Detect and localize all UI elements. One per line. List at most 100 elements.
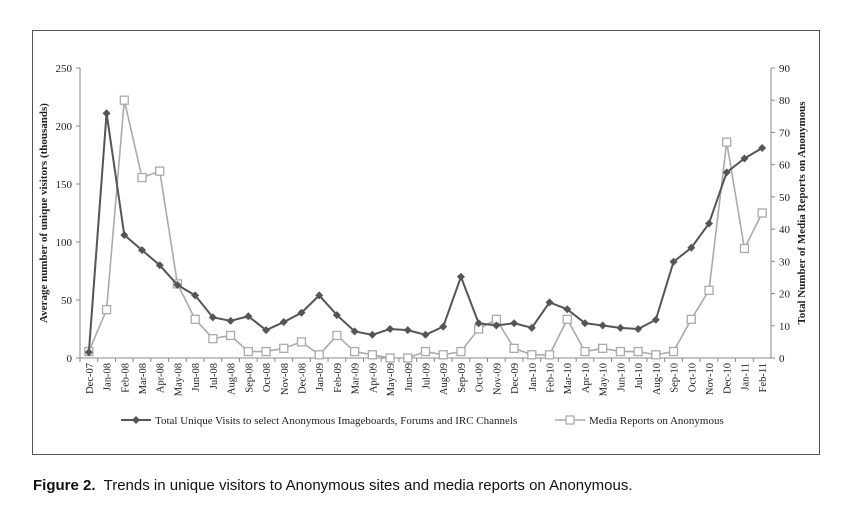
visits-point <box>758 144 767 153</box>
x-tick-label: Jan-08 <box>103 363 114 391</box>
x-tick-label: Sep-08 <box>244 363 255 393</box>
visits-point <box>421 330 430 339</box>
x-tick-label: Feb-08 <box>120 363 131 393</box>
visits-point <box>545 298 554 307</box>
visits-point <box>580 319 589 328</box>
media-point <box>598 343 608 353</box>
visits-point <box>332 311 341 320</box>
visits-point <box>651 315 660 324</box>
legend-media-marker <box>565 415 575 425</box>
x-tick-label: May-10 <box>599 363 610 396</box>
visits-point <box>350 327 359 336</box>
visits-series-line <box>87 113 763 353</box>
media-series-line <box>88 100 763 359</box>
x-tick-label: Nov-10 <box>705 363 716 395</box>
visits-point <box>492 321 501 330</box>
visits-point <box>226 316 235 325</box>
x-tick-label: Mar-09 <box>351 363 362 394</box>
right-tick-label: 0 <box>779 353 785 365</box>
legend-media-label: Media Reports on Anonymous <box>589 415 724 427</box>
visits-point <box>279 318 288 327</box>
x-tick-label: Dec-08 <box>297 363 308 394</box>
visits-point <box>208 313 217 322</box>
media-point <box>580 346 590 357</box>
visits-point <box>262 326 271 335</box>
legend: Total Unique Visits to select Anonymous … <box>121 415 724 427</box>
left-tick-label: 50 <box>61 295 73 307</box>
x-tick-label: Mar-10 <box>563 363 574 394</box>
x-tick-label: Jun-10 <box>616 363 627 392</box>
x-tick-label: Feb-09 <box>333 363 344 393</box>
media-point <box>119 95 129 105</box>
media-point <box>155 166 165 176</box>
legend-visits-label: Total Unique Visits to select Anonymous … <box>155 415 517 427</box>
visits-point <box>315 291 324 300</box>
media-point <box>686 314 696 324</box>
x-tick-label: Sep-09 <box>457 363 468 393</box>
media-point <box>403 353 413 363</box>
right-tick-label: 80 <box>779 95 791 107</box>
x-tick-label: Oct-10 <box>687 363 698 392</box>
x-tick-label: Dec-10 <box>723 363 734 394</box>
visits-point <box>669 257 678 266</box>
media-point <box>722 137 732 147</box>
visits-point <box>368 330 377 339</box>
x-tick-label: Feb-11 <box>758 363 769 392</box>
media-point <box>101 305 112 315</box>
x-tick-label: Aug-10 <box>652 363 663 395</box>
media-point <box>420 346 431 357</box>
x-tick-label: Jun-08 <box>191 363 202 392</box>
x-tick-label: Oct-09 <box>475 363 486 392</box>
x-tick-label: Oct-08 <box>262 363 273 392</box>
media-point <box>544 350 555 360</box>
media-point <box>527 350 537 360</box>
x-tick-label: Mar-08 <box>138 363 149 394</box>
x-tick-label: Jul-08 <box>209 363 220 389</box>
left-tick-label: 150 <box>56 179 73 191</box>
right-tick-label: 90 <box>779 63 791 75</box>
media-point <box>190 314 200 324</box>
y-axis-right-title: Total Number of Media Reports on Anonymo… <box>796 101 808 325</box>
visits-point <box>244 312 253 321</box>
x-tick-label: Jun-09 <box>404 363 415 392</box>
caption-label: Figure 2. <box>33 477 96 494</box>
visits-point <box>386 325 395 333</box>
media-point <box>279 343 289 353</box>
media-point <box>562 314 572 324</box>
media-point <box>349 346 360 357</box>
right-tick-label: 50 <box>779 192 791 204</box>
visits-point <box>740 154 749 163</box>
media-point <box>385 353 395 363</box>
visits-point <box>102 109 111 118</box>
right-tick-label: 30 <box>779 256 791 268</box>
media-point <box>704 285 714 295</box>
chart-svg: 0 50 100 150 200 250 0 10 20 30 40 50 60 70 80 90 Dec-07… <box>38 63 808 427</box>
media-point <box>137 172 147 183</box>
visits-point <box>687 243 696 252</box>
legend-visits-marker <box>132 416 140 424</box>
visits-point <box>616 323 625 332</box>
x-tick-label: Aug-09 <box>439 363 450 395</box>
right-tick-label: 60 <box>779 160 791 172</box>
visits-point <box>439 322 448 331</box>
x-tick-label: Sep-10 <box>670 363 681 393</box>
visits-point <box>403 326 412 335</box>
x-tick-label: Jan-09 <box>315 363 326 391</box>
visits-point <box>527 323 536 332</box>
visits-point <box>456 272 465 281</box>
media-point <box>225 330 236 341</box>
x-tick-label: Apr-09 <box>368 363 379 393</box>
media-point <box>633 346 643 357</box>
media-point <box>208 334 218 344</box>
x-tick-label: Apr-10 <box>581 363 592 393</box>
x-tick-label: Nov-08 <box>280 363 291 395</box>
media-point <box>757 208 767 218</box>
media-point <box>651 350 661 360</box>
media-point <box>668 346 679 357</box>
media-point <box>438 350 448 360</box>
right-tick-label: 70 <box>779 127 791 139</box>
visits-point <box>138 246 147 255</box>
x-tick-label: May-08 <box>173 363 184 396</box>
left-tick-label: 100 <box>56 237 73 249</box>
x-tick-label: Dec-09 <box>510 363 521 394</box>
